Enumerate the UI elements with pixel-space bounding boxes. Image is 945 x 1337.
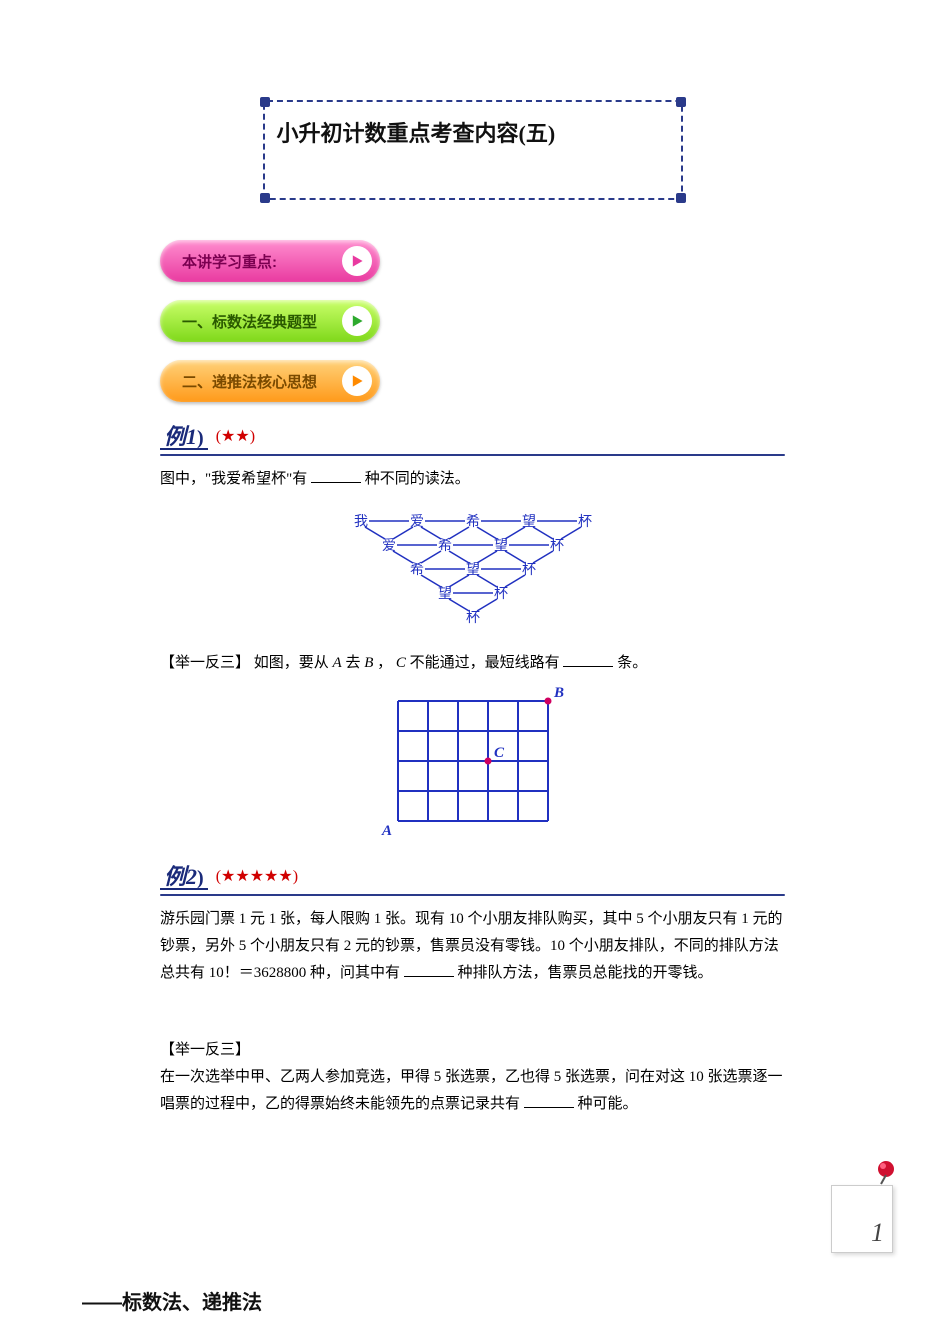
svg-text:爱: 爱 bbox=[410, 514, 424, 530]
pill-topic-1: 一、标数法经典题型 bbox=[160, 300, 380, 342]
svg-text:望: 望 bbox=[466, 562, 480, 578]
title-box: 小升初计数重点考查内容(五) bbox=[263, 100, 683, 200]
play-icon bbox=[342, 306, 372, 336]
var-A: A bbox=[333, 655, 342, 671]
play-icon bbox=[342, 246, 372, 276]
text: 不能通过，最短线路有 bbox=[410, 655, 560, 671]
example1-sub: 【举一反三】 如图，要从 A 去 B ， C 不能通过，最短线路有 条。 bbox=[160, 650, 785, 677]
text: 种排队方法，售票员总能找的开零钱。 bbox=[458, 965, 713, 981]
example2-badge: 例2) bbox=[160, 866, 208, 890]
divider bbox=[160, 454, 785, 456]
svg-text:希: 希 bbox=[410, 562, 424, 578]
text: 种不同的读法。 bbox=[365, 471, 470, 487]
blank bbox=[404, 962, 454, 977]
svg-text:C: C bbox=[494, 745, 505, 761]
blank bbox=[311, 468, 361, 483]
pill-topic-2: 二、递推法核心思想 bbox=[160, 360, 380, 402]
diagram-grid: A B C bbox=[378, 687, 568, 842]
divider bbox=[160, 894, 785, 896]
corner-dot bbox=[260, 97, 270, 107]
svg-text:杯: 杯 bbox=[494, 586, 508, 602]
var-C: C bbox=[396, 655, 406, 671]
example2-sub: 【举一反三】 在一次选举中甲、乙两人参加竞选，甲得 5 张选票，乙也得 5 张选… bbox=[160, 1037, 785, 1118]
sub-label: 【举一反三】 bbox=[160, 655, 250, 671]
pushpin-icon bbox=[873, 1159, 899, 1185]
example1-stars: (★★) bbox=[216, 426, 255, 446]
text: 图中，"我爱希望杯"有 bbox=[160, 471, 307, 487]
blank bbox=[563, 652, 613, 667]
pill-label: 二、递推法核心思想 bbox=[182, 371, 317, 392]
svg-text:希: 希 bbox=[438, 538, 452, 554]
svg-text:望: 望 bbox=[438, 586, 452, 602]
example-badge-text: 例1 bbox=[164, 424, 197, 449]
svg-text:望: 望 bbox=[522, 514, 536, 530]
svg-text:杯: 杯 bbox=[466, 610, 480, 626]
example1-badge: 例1) bbox=[160, 426, 208, 450]
text: ， bbox=[377, 655, 392, 671]
svg-text:杯: 杯 bbox=[550, 538, 564, 554]
example1-text: 图中，"我爱希望杯"有 种不同的读法。 bbox=[160, 466, 785, 493]
page-number: 1 bbox=[871, 1218, 884, 1248]
corner-dot bbox=[676, 97, 686, 107]
pill-learning-focus: 本讲学习重点: bbox=[160, 240, 380, 282]
text: 条。 bbox=[617, 655, 647, 671]
svg-text:杯: 杯 bbox=[522, 562, 536, 578]
sub-label: 【举一反三】 bbox=[160, 1042, 250, 1058]
svg-text:B: B bbox=[553, 687, 564, 701]
svg-text:希: 希 bbox=[466, 514, 480, 530]
example2-stars: (★★★★★) bbox=[216, 866, 298, 886]
pill-label: 本讲学习重点: bbox=[182, 251, 277, 272]
footer-text: ——标数法、递推法 bbox=[82, 1286, 262, 1315]
pill-label: 一、标数法经典题型 bbox=[182, 311, 317, 332]
example2-header: 例2) (★★★★★) bbox=[160, 866, 785, 890]
corner-dot bbox=[676, 193, 686, 203]
blank bbox=[524, 1093, 574, 1108]
svg-text:A: A bbox=[380, 823, 391, 837]
svg-text:我: 我 bbox=[354, 514, 368, 530]
svg-text:杯: 杯 bbox=[578, 514, 592, 530]
play-icon bbox=[342, 366, 372, 396]
spacer bbox=[160, 987, 785, 1037]
page-title: 小升初计数重点考查内容(五) bbox=[277, 116, 669, 148]
text: 如图，要从 bbox=[254, 655, 333, 671]
svg-text:望: 望 bbox=[494, 538, 508, 554]
page-corner-note: 1 bbox=[825, 1167, 905, 1267]
text: 去 bbox=[345, 655, 364, 671]
page-number-sheet: 1 bbox=[831, 1185, 893, 1253]
example1-header: 例1) (★★) bbox=[160, 426, 785, 450]
svg-text:爱: 爱 bbox=[382, 538, 396, 554]
example2-text: 游乐园门票 1 元 1 张，每人限购 1 张。现有 10 个小朋友排队购买，其中… bbox=[160, 906, 785, 987]
example-badge-text: 例2 bbox=[164, 864, 197, 889]
var-B: B bbox=[364, 655, 373, 671]
corner-dot bbox=[260, 193, 270, 203]
text: 在一次选举中甲、乙两人参加竞选，甲得 5 张选票，乙也得 5 张选票，问在对这 … bbox=[160, 1069, 783, 1112]
text: 种可能。 bbox=[578, 1096, 638, 1112]
diagram-lattice: 我爱希望杯爱希望杯希望杯望杯杯 bbox=[313, 505, 633, 640]
